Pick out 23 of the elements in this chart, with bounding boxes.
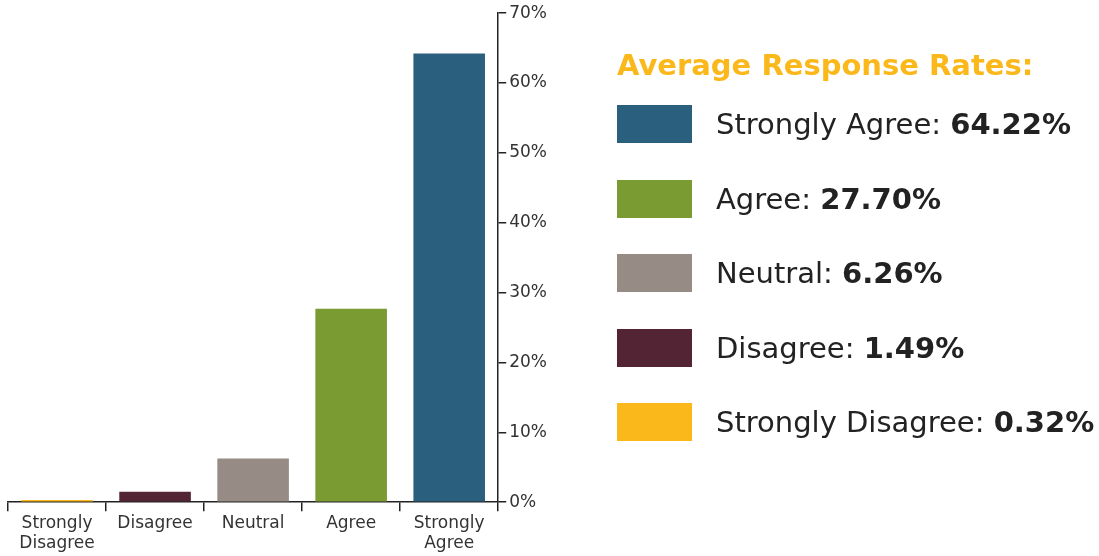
y-tick-label: 70% [509, 1, 548, 22]
y-tick-label: 0% [509, 490, 537, 511]
bar [413, 53, 485, 502]
y-tick-label: 50% [509, 141, 548, 162]
x-tick-label: Agree [326, 511, 377, 532]
bar [217, 458, 289, 502]
text: Disagree: 1.49% [716, 330, 965, 365]
y-tick-label: 60% [509, 71, 548, 92]
x-tick-label: Strongly Agree [413, 511, 485, 553]
x-tick-label: Neutral [221, 511, 285, 532]
bar [315, 308, 387, 502]
y-tick-label: 30% [509, 281, 548, 302]
text: Average Response Rates: [617, 48, 1035, 82]
text: Neutral: 6.26% [716, 256, 943, 290]
bar [119, 491, 191, 502]
text: Strongly Disagree: 0.32% [716, 405, 1095, 439]
text: Agree: 27.70% [716, 181, 942, 216]
text: Strongly Agree: 64.22% [716, 107, 1072, 141]
x-tick-label: Strongly Disagree [19, 511, 95, 553]
y-tick-label: 20% [509, 350, 548, 371]
x-tick-label: Disagree [117, 511, 193, 532]
y-tick-label: 40% [509, 211, 548, 232]
y-tick-label: 10% [509, 420, 548, 441]
